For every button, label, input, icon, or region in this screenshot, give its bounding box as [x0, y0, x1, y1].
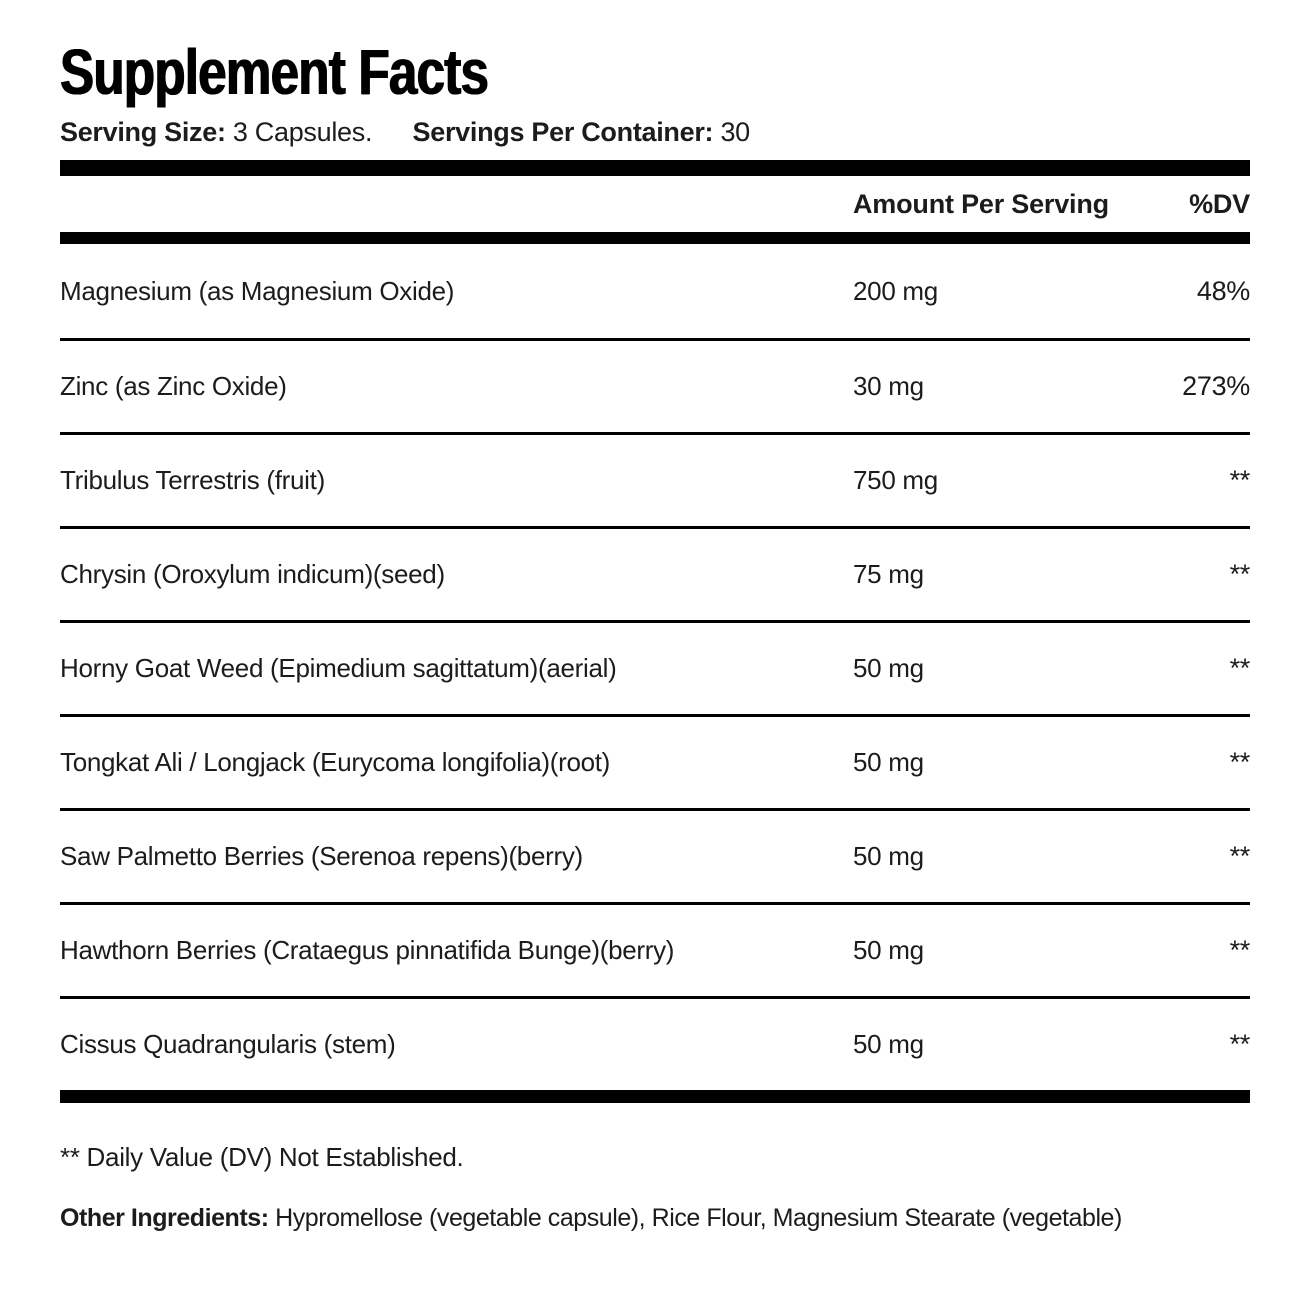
other-ingredients-value: Hypromellose (vegetable capsule), Rice F…: [275, 1204, 1122, 1233]
ingredient-amount: 750 mg: [853, 465, 938, 496]
ingredient-amount: 75 mg: [853, 559, 924, 590]
table-row: Tribulus Terrestris (fruit) 750 mg **: [60, 432, 1250, 526]
serving-info: Serving Size: 3 Capsules. Servings Per C…: [60, 116, 1250, 148]
ingredient-dv: **: [1229, 935, 1251, 966]
table-row: Chrysin (Oroxylum indicum)(seed) 75 mg **: [60, 526, 1250, 620]
ingredient-dv: **: [1229, 559, 1251, 590]
ingredient-name: Saw Palmetto Berries (Serenoa repens)(be…: [60, 841, 583, 872]
ingredient-dv: **: [1229, 841, 1251, 872]
dv-footnote: ** Daily Value (DV) Not Established.: [60, 1142, 464, 1173]
table-row: Saw Palmetto Berries (Serenoa repens)(be…: [60, 808, 1250, 902]
ingredient-amount: 200 mg: [853, 275, 938, 306]
other-ingredients: Other Ingredients: Hypromellose (vegetab…: [60, 1204, 1250, 1233]
ingredient-dv: **: [1229, 1029, 1251, 1060]
ingredient-dv: **: [1229, 747, 1251, 778]
ingredient-name: Horny Goat Weed (Epimedium sagittatum)(a…: [60, 653, 617, 684]
other-ingredients-label: Other Ingredients:: [60, 1204, 269, 1233]
table-row: Hawthorn Berries (Crataegus pinnatifida …: [60, 902, 1250, 996]
ingredient-dv: **: [1229, 465, 1251, 496]
table-row: Magnesium (as Magnesium Oxide) 200 mg 48%: [60, 244, 1250, 338]
divider-below-header: [60, 232, 1250, 245]
ingredient-amount: 50 mg: [853, 747, 924, 778]
ingredient-name: Zinc (as Zinc Oxide): [60, 371, 287, 402]
ingredient-amount: 30 mg: [853, 371, 924, 402]
ingredient-amount: 50 mg: [853, 1029, 924, 1060]
ingredient-rows: Magnesium (as Magnesium Oxide) 200 mg 48% Z…: [60, 244, 1250, 1090]
ingredient-name: Magnesium (as Magnesium Oxide): [60, 275, 455, 306]
divider-top-thick: [60, 160, 1250, 177]
header-percent-dv: %DV: [1189, 188, 1250, 219]
ingredient-amount: 50 mg: [853, 935, 924, 966]
ingredient-amount: 50 mg: [853, 653, 924, 684]
table-header-row: Amount Per Serving %DV: [60, 176, 1250, 232]
ingredient-dv: 273%: [1182, 371, 1250, 402]
divider-bottom-thick: [60, 1090, 1250, 1104]
ingredient-name: Tribulus Terrestris (fruit): [60, 465, 325, 496]
table-row: Horny Goat Weed (Epimedium sagittatum)(a…: [60, 620, 1250, 714]
servings-per-container-label: Servings Per Container:: [412, 117, 714, 147]
table-row: Cissus Quadrangularis (stem) 50 mg **: [60, 996, 1250, 1090]
servings-per-container-value: 30: [720, 117, 750, 147]
serving-size-label: Serving Size:: [60, 117, 226, 147]
label-title: Supplement Facts: [60, 36, 489, 108]
serving-size-value: 3 Capsules.: [232, 117, 373, 147]
ingredient-amount: 50 mg: [853, 841, 924, 872]
table-row: Zinc (as Zinc Oxide) 30 mg 273%: [60, 338, 1250, 432]
supplement-facts-label: Supplement Facts Serving Size: 3 Capsule…: [60, 36, 1250, 1233]
ingredient-dv: 48%: [1196, 275, 1250, 306]
ingredient-name: Chrysin (Oroxylum indicum)(seed): [60, 559, 445, 590]
table-row: Tongkat Ali / Longjack (Eurycoma longifo…: [60, 714, 1250, 808]
header-amount-per-serving: Amount Per Serving: [853, 188, 1109, 219]
ingredient-name: Tongkat Ali / Longjack (Eurycoma longifo…: [60, 747, 611, 778]
ingredient-dv: **: [1229, 653, 1251, 684]
ingredient-name: Hawthorn Berries (Crataegus pinnatifida …: [60, 935, 675, 966]
ingredient-name: Cissus Quadrangularis (stem): [60, 1029, 396, 1060]
